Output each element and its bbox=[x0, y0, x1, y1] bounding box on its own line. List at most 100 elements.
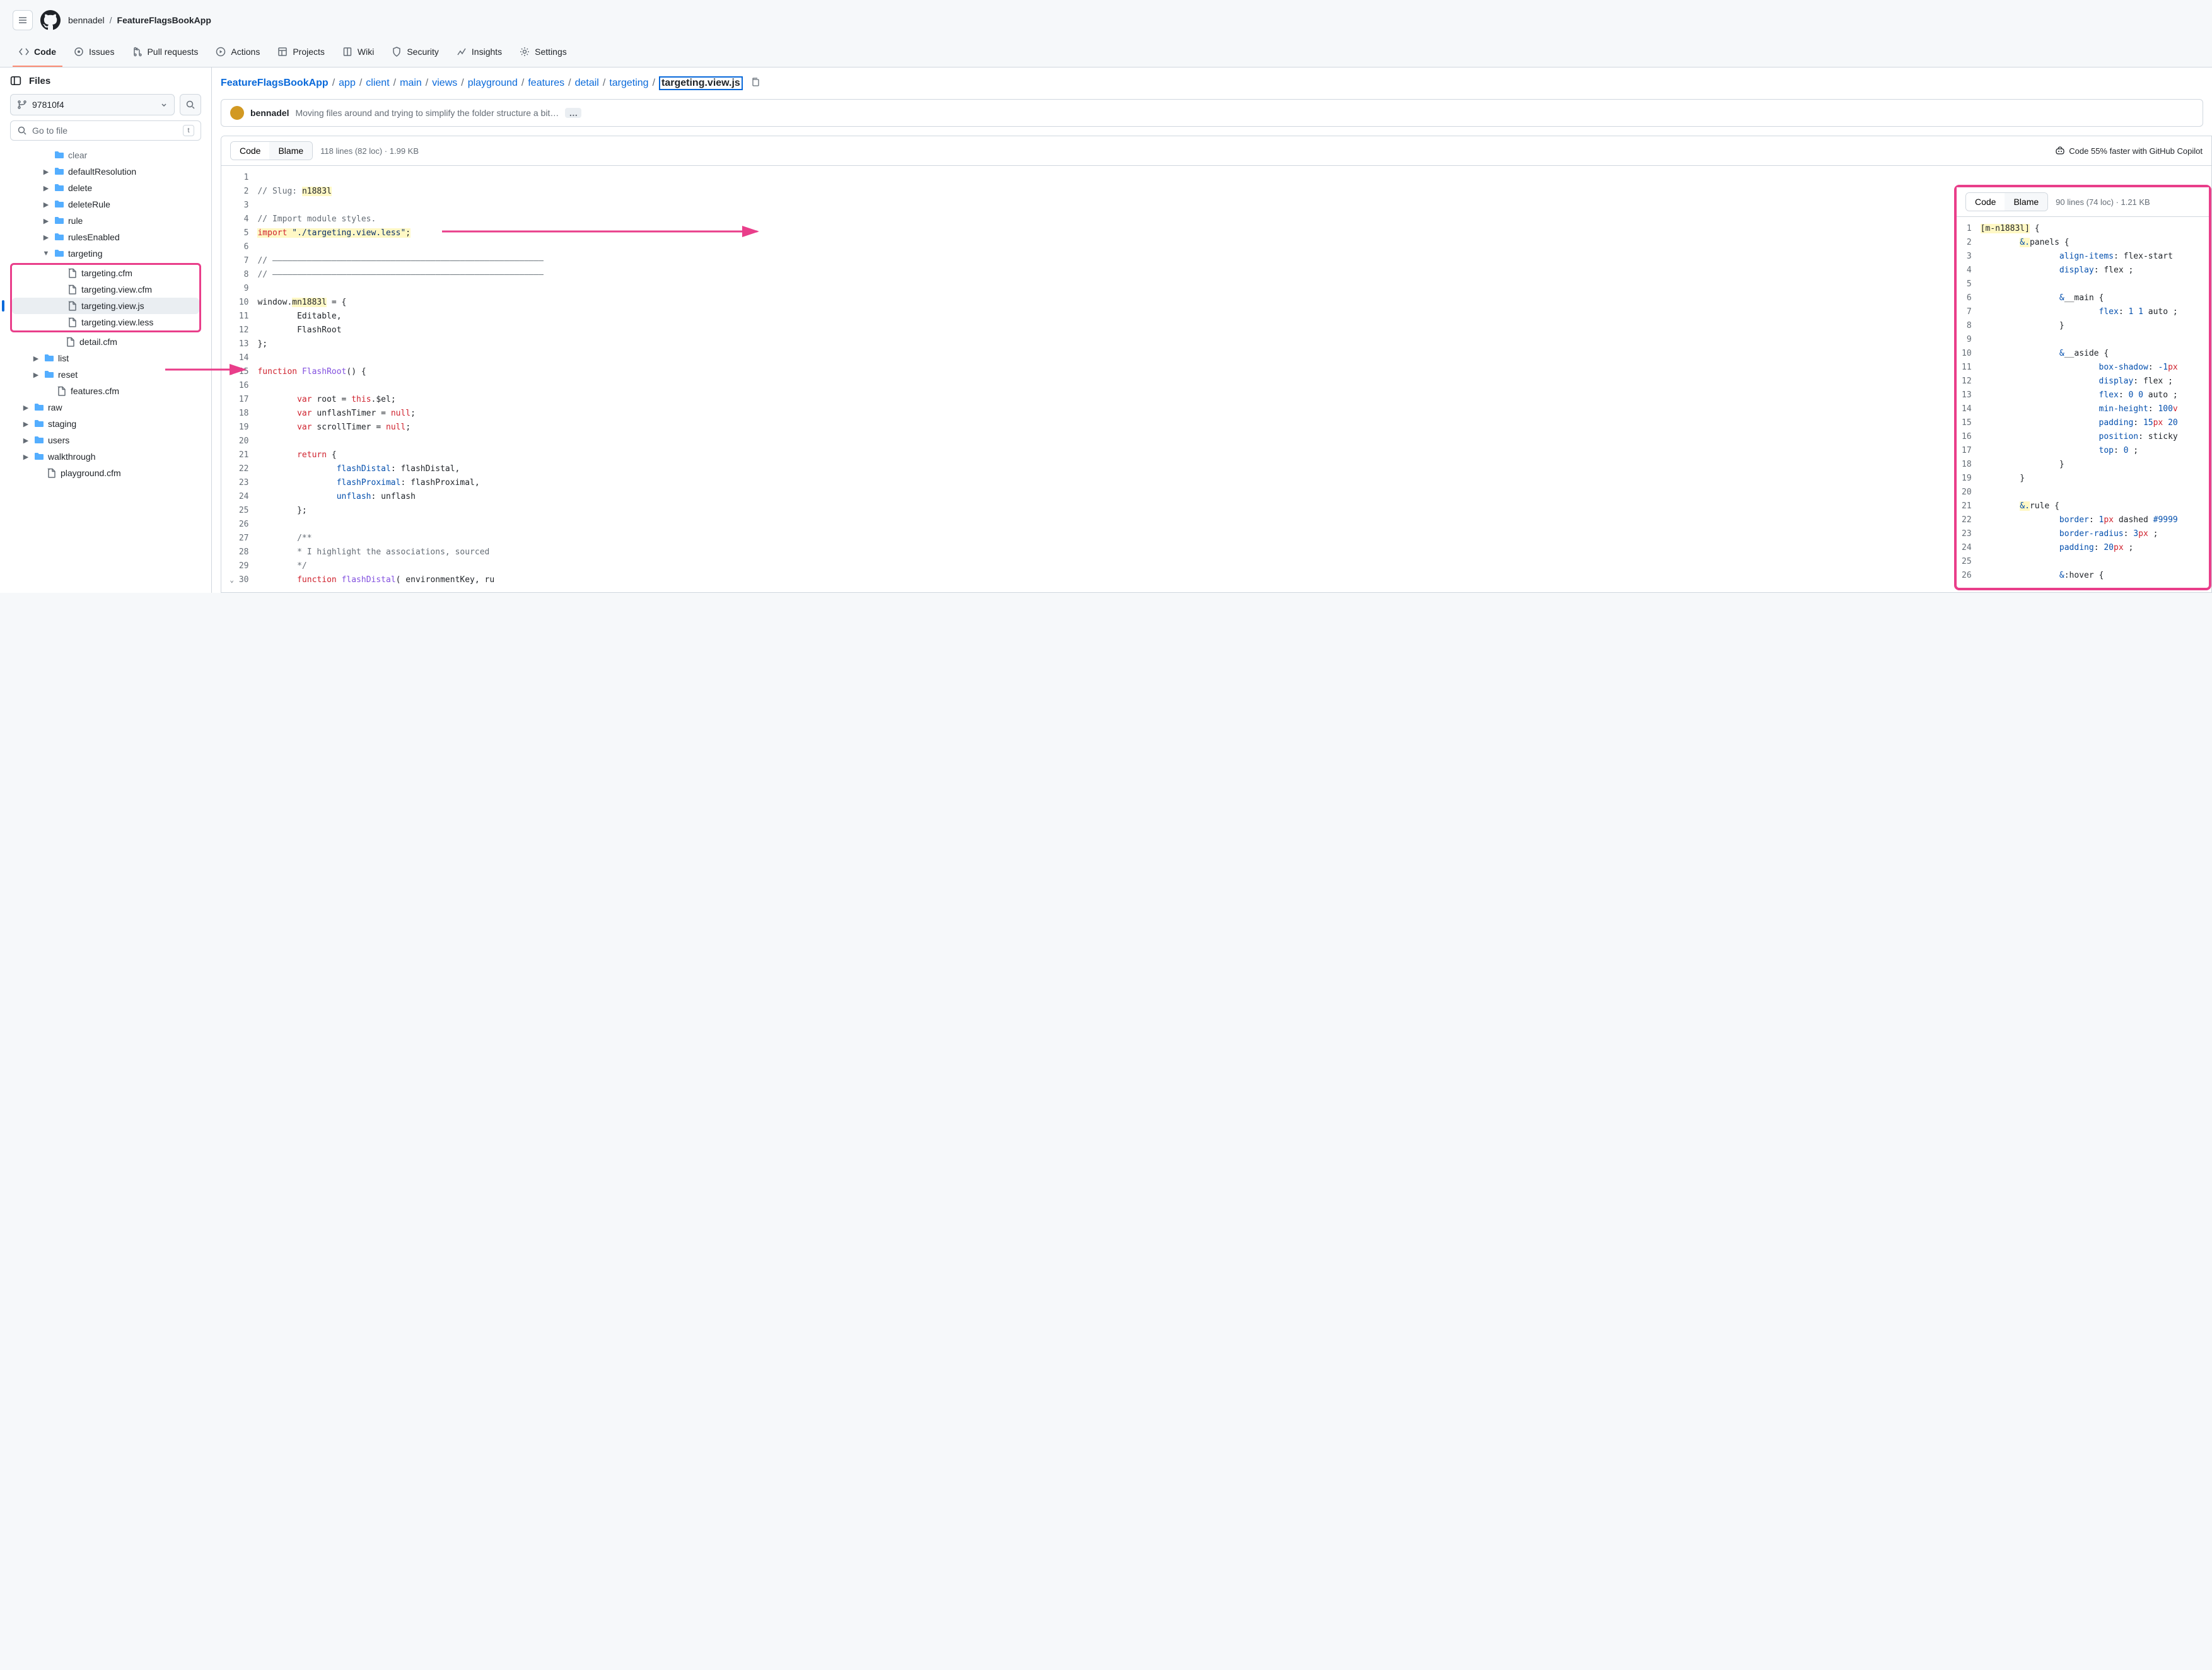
path-segment[interactable]: detail bbox=[575, 78, 599, 89]
tree-item[interactable]: playground.cfm bbox=[10, 465, 201, 481]
path-segment[interactable]: views bbox=[432, 78, 457, 89]
tree-item[interactable]: ▶rule bbox=[10, 213, 201, 229]
chevron-down-icon bbox=[160, 101, 168, 108]
file-icon bbox=[67, 317, 78, 327]
chevron-right-icon: ▶ bbox=[42, 184, 50, 192]
file-icon bbox=[67, 268, 78, 278]
tab-issues[interactable]: Issues bbox=[67, 40, 120, 67]
tree-item[interactable]: ▶staging bbox=[10, 416, 201, 432]
main-content: FeatureFlagsBookApp/app/client/main/view… bbox=[212, 67, 2212, 593]
highlighted-files-group: targeting.cfmtargeting.view.cfmtargeting… bbox=[10, 263, 201, 332]
tree-item[interactable]: ▶list bbox=[10, 350, 201, 366]
blame-tab-button[interactable]: Blame bbox=[2005, 193, 2047, 211]
folder-icon bbox=[34, 419, 44, 429]
tree-item[interactable]: clear bbox=[10, 147, 201, 163]
tree-item[interactable]: ▶deleteRule bbox=[10, 196, 201, 213]
commit-author[interactable]: bennadel bbox=[250, 108, 289, 118]
tab-settings[interactable]: Settings bbox=[513, 40, 573, 67]
tree-item[interactable]: ▶defaultResolution bbox=[10, 163, 201, 180]
tree-item[interactable]: ▶raw bbox=[10, 399, 201, 416]
tree-item[interactable]: targeting.view.js bbox=[12, 298, 199, 314]
tree-item[interactable]: targeting.view.cfm bbox=[12, 281, 199, 298]
menu-button[interactable] bbox=[13, 10, 33, 30]
path-segment[interactable]: FeatureFlagsBookApp bbox=[221, 78, 329, 89]
tab-projects[interactable]: Projects bbox=[271, 40, 331, 67]
tab-security[interactable]: Security bbox=[385, 40, 445, 67]
file-tree-sidebar: Files 97810f4 Go to file t clear▶default… bbox=[0, 67, 212, 593]
copy-path-icon[interactable] bbox=[750, 77, 760, 87]
file-icon bbox=[47, 468, 57, 478]
path-breadcrumb: FeatureFlagsBookApp/app/client/main/view… bbox=[221, 76, 2212, 90]
pulls-icon bbox=[132, 47, 142, 57]
path-current: targeting.view.js bbox=[659, 76, 743, 90]
chevron-right-icon: ▶ bbox=[42, 217, 50, 225]
folder-icon bbox=[54, 183, 64, 193]
path-segment[interactable]: client bbox=[366, 78, 389, 89]
tree-item[interactable]: targeting.view.less bbox=[12, 314, 199, 330]
code-body: 1234567891011121314⌄ 1516171819202122232… bbox=[221, 166, 2211, 592]
tab-pulls[interactable]: Pull requests bbox=[125, 40, 204, 67]
blame-tab-button[interactable]: Blame bbox=[269, 142, 312, 160]
search-icon bbox=[185, 100, 195, 110]
sidebar-toggle-icon[interactable] bbox=[10, 75, 21, 86]
path-segment[interactable]: main bbox=[400, 78, 422, 89]
owner-link[interactable]: bennadel bbox=[68, 15, 105, 25]
search-button[interactable] bbox=[180, 94, 201, 115]
hamburger-icon bbox=[18, 15, 28, 25]
tree-item[interactable]: ▶rulesEnabled bbox=[10, 229, 201, 245]
chevron-right-icon: ▶ bbox=[32, 354, 40, 363]
chevron-right-icon: ▶ bbox=[21, 436, 30, 445]
goto-file-input[interactable]: Go to file t bbox=[10, 120, 201, 141]
tab-actions[interactable]: Actions bbox=[209, 40, 266, 67]
source-code[interactable]: // Slug: n1883l // Import module styles.… bbox=[257, 166, 544, 592]
wiki-icon bbox=[342, 47, 352, 57]
tab-wiki[interactable]: Wiki bbox=[336, 40, 380, 67]
github-logo-icon[interactable] bbox=[40, 10, 61, 30]
path-segment[interactable]: targeting bbox=[609, 78, 648, 89]
topbar: bennadel / FeatureFlagsBookApp bbox=[0, 0, 2212, 40]
chevron-right-icon: ▶ bbox=[42, 201, 50, 209]
js-code-pane: 1234567891011121314⌄ 1516171819202122232… bbox=[221, 166, 2211, 592]
commit-message[interactable]: Moving files around and trying to simpli… bbox=[295, 108, 559, 118]
source-code[interactable]: [m-n1883l] { &.panels { align-items: fle… bbox=[1981, 217, 2178, 588]
sidebar-title: Files bbox=[29, 76, 50, 86]
commit-more-button[interactable]: … bbox=[565, 108, 581, 118]
issues-icon bbox=[74, 47, 84, 57]
tree-item[interactable]: ▼targeting bbox=[10, 245, 201, 262]
avatar[interactable] bbox=[230, 106, 244, 120]
file-icon bbox=[67, 284, 78, 295]
chevron-right-icon: ▶ bbox=[21, 420, 30, 428]
tree-item[interactable]: features.cfm bbox=[10, 383, 201, 399]
copilot-promo[interactable]: Code 55% faster with GitHub Copilot bbox=[2055, 146, 2203, 156]
chevron-right-icon: ▶ bbox=[42, 168, 50, 176]
tree-item[interactable]: detail.cfm bbox=[10, 334, 201, 350]
tree-item[interactable]: ▶walkthrough bbox=[10, 448, 201, 465]
goto-placeholder: Go to file bbox=[32, 126, 67, 136]
tab-insights[interactable]: Insights bbox=[450, 40, 508, 67]
code-card: Code Blame 118 lines (82 loc) · 1.99 KB … bbox=[221, 136, 2212, 593]
tree-item[interactable]: ▶delete bbox=[10, 180, 201, 196]
repo-link[interactable]: FeatureFlagsBookApp bbox=[117, 15, 211, 25]
code-blame-toggle: Code Blame bbox=[230, 141, 313, 160]
commit-bar: bennadel Moving files around and trying … bbox=[221, 99, 2203, 127]
path-segment[interactable]: playground bbox=[468, 78, 518, 89]
projects-icon bbox=[277, 47, 288, 57]
repo-breadcrumb: bennadel / FeatureFlagsBookApp bbox=[68, 15, 211, 25]
branch-select[interactable]: 97810f4 bbox=[10, 94, 175, 115]
code-tab-button[interactable]: Code bbox=[1966, 193, 2005, 211]
tab-code[interactable]: Code bbox=[13, 40, 62, 67]
folder-icon bbox=[54, 166, 64, 177]
actions-icon bbox=[216, 47, 226, 57]
path-segment[interactable]: app bbox=[339, 78, 356, 89]
tree-item[interactable]: ▶reset bbox=[10, 366, 201, 383]
security-icon bbox=[392, 47, 402, 57]
tree-item[interactable]: targeting.cfm bbox=[12, 265, 199, 281]
file-meta: 118 lines (82 loc) · 1.99 KB bbox=[320, 146, 419, 156]
settings-icon bbox=[520, 47, 530, 57]
folder-icon bbox=[44, 353, 54, 363]
search-icon bbox=[17, 126, 27, 136]
file-icon bbox=[66, 337, 76, 347]
code-tab-button[interactable]: Code bbox=[231, 142, 269, 160]
tree-item[interactable]: ▶users bbox=[10, 432, 201, 448]
path-segment[interactable]: features bbox=[528, 78, 564, 89]
